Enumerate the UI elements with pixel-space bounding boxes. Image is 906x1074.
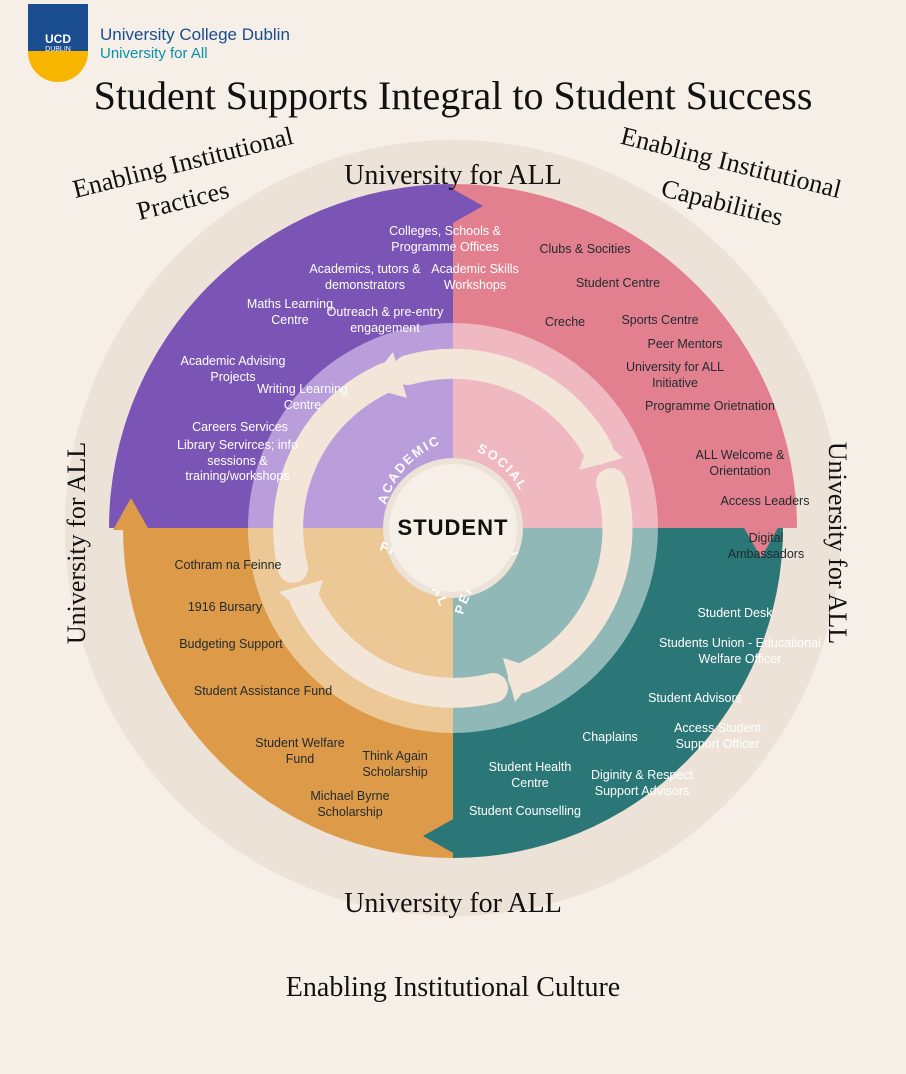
item-academic: Writing Learning Centre xyxy=(245,382,360,413)
ufall-left: University for ALL xyxy=(62,433,92,653)
item-personal: Chaplains xyxy=(565,730,655,746)
item-financial: Cothram na Feinne xyxy=(163,558,293,574)
item-academic: Careers Services xyxy=(175,420,305,436)
item-social: Digital Ambassadors xyxy=(711,531,821,562)
item-personal: Student Desk xyxy=(675,606,795,622)
logo-shield xyxy=(28,4,88,82)
item-personal: Student Counselling xyxy=(460,804,590,820)
enabling-bottom: Enabling Institutional Culture xyxy=(0,972,906,1004)
item-personal: Student Advisors xyxy=(635,691,755,707)
item-personal: Diginity & Respect Support Advisors xyxy=(577,768,707,799)
item-social: Peer Mentors xyxy=(625,337,745,353)
logo-line2: University for All xyxy=(100,45,290,62)
item-academic: Outreach & pre-entry engagement xyxy=(325,305,445,336)
item-financial: 1916 Bursary xyxy=(175,600,275,616)
item-personal: Students Union - Educational Welfare Off… xyxy=(655,636,825,667)
item-financial: Think Again Scholarship xyxy=(345,749,445,780)
item-academic: Colleges, Schools & Programme Offices xyxy=(365,224,525,255)
item-academic: Library Servirces; info sessions & train… xyxy=(155,438,320,485)
logo-text: University College Dublin University for… xyxy=(100,25,290,62)
item-social: Sports Centre xyxy=(605,313,715,329)
item-academic: Academics, tutors & demonstrators xyxy=(290,262,440,293)
item-personal: Student Health Centre xyxy=(475,760,585,791)
diagram: ACADEMIC SOCIAL PERSONAL FINANCIAL STUDE… xyxy=(65,140,841,916)
item-academic: Academic Advising Projects xyxy=(173,354,293,385)
item-social: ALL Welcome & Orientation xyxy=(675,448,805,479)
center-circle: STUDENT xyxy=(389,464,517,592)
item-financial: Student Assistance Fund xyxy=(193,684,333,700)
logo-block: University College Dublin University for… xyxy=(28,4,290,82)
item-social: Access Leaders xyxy=(705,494,825,510)
logo-line1: University College Dublin xyxy=(100,25,290,45)
item-social: Creche xyxy=(525,315,605,331)
item-financial: Budgeting Support xyxy=(161,637,301,653)
center-label: STUDENT xyxy=(398,515,509,541)
item-social: Programme Orietnation xyxy=(645,399,775,415)
item-academic: Academic Skills Workshops xyxy=(425,262,525,293)
ufall-bottom: University for ALL xyxy=(65,888,841,920)
item-social: Student Centre xyxy=(563,276,673,292)
item-financial: Michael Byrne Scholarship xyxy=(285,789,415,820)
main-title: Student Supports Integral to Student Suc… xyxy=(0,72,906,119)
ufall-right: University for ALL xyxy=(822,433,852,653)
item-social: University for ALL Initiative xyxy=(605,360,745,391)
item-social: Clubs & Socities xyxy=(525,242,645,258)
item-personal: Access Student Support Officer xyxy=(655,721,780,752)
item-financial: Student Welfare Fund xyxy=(240,736,360,767)
